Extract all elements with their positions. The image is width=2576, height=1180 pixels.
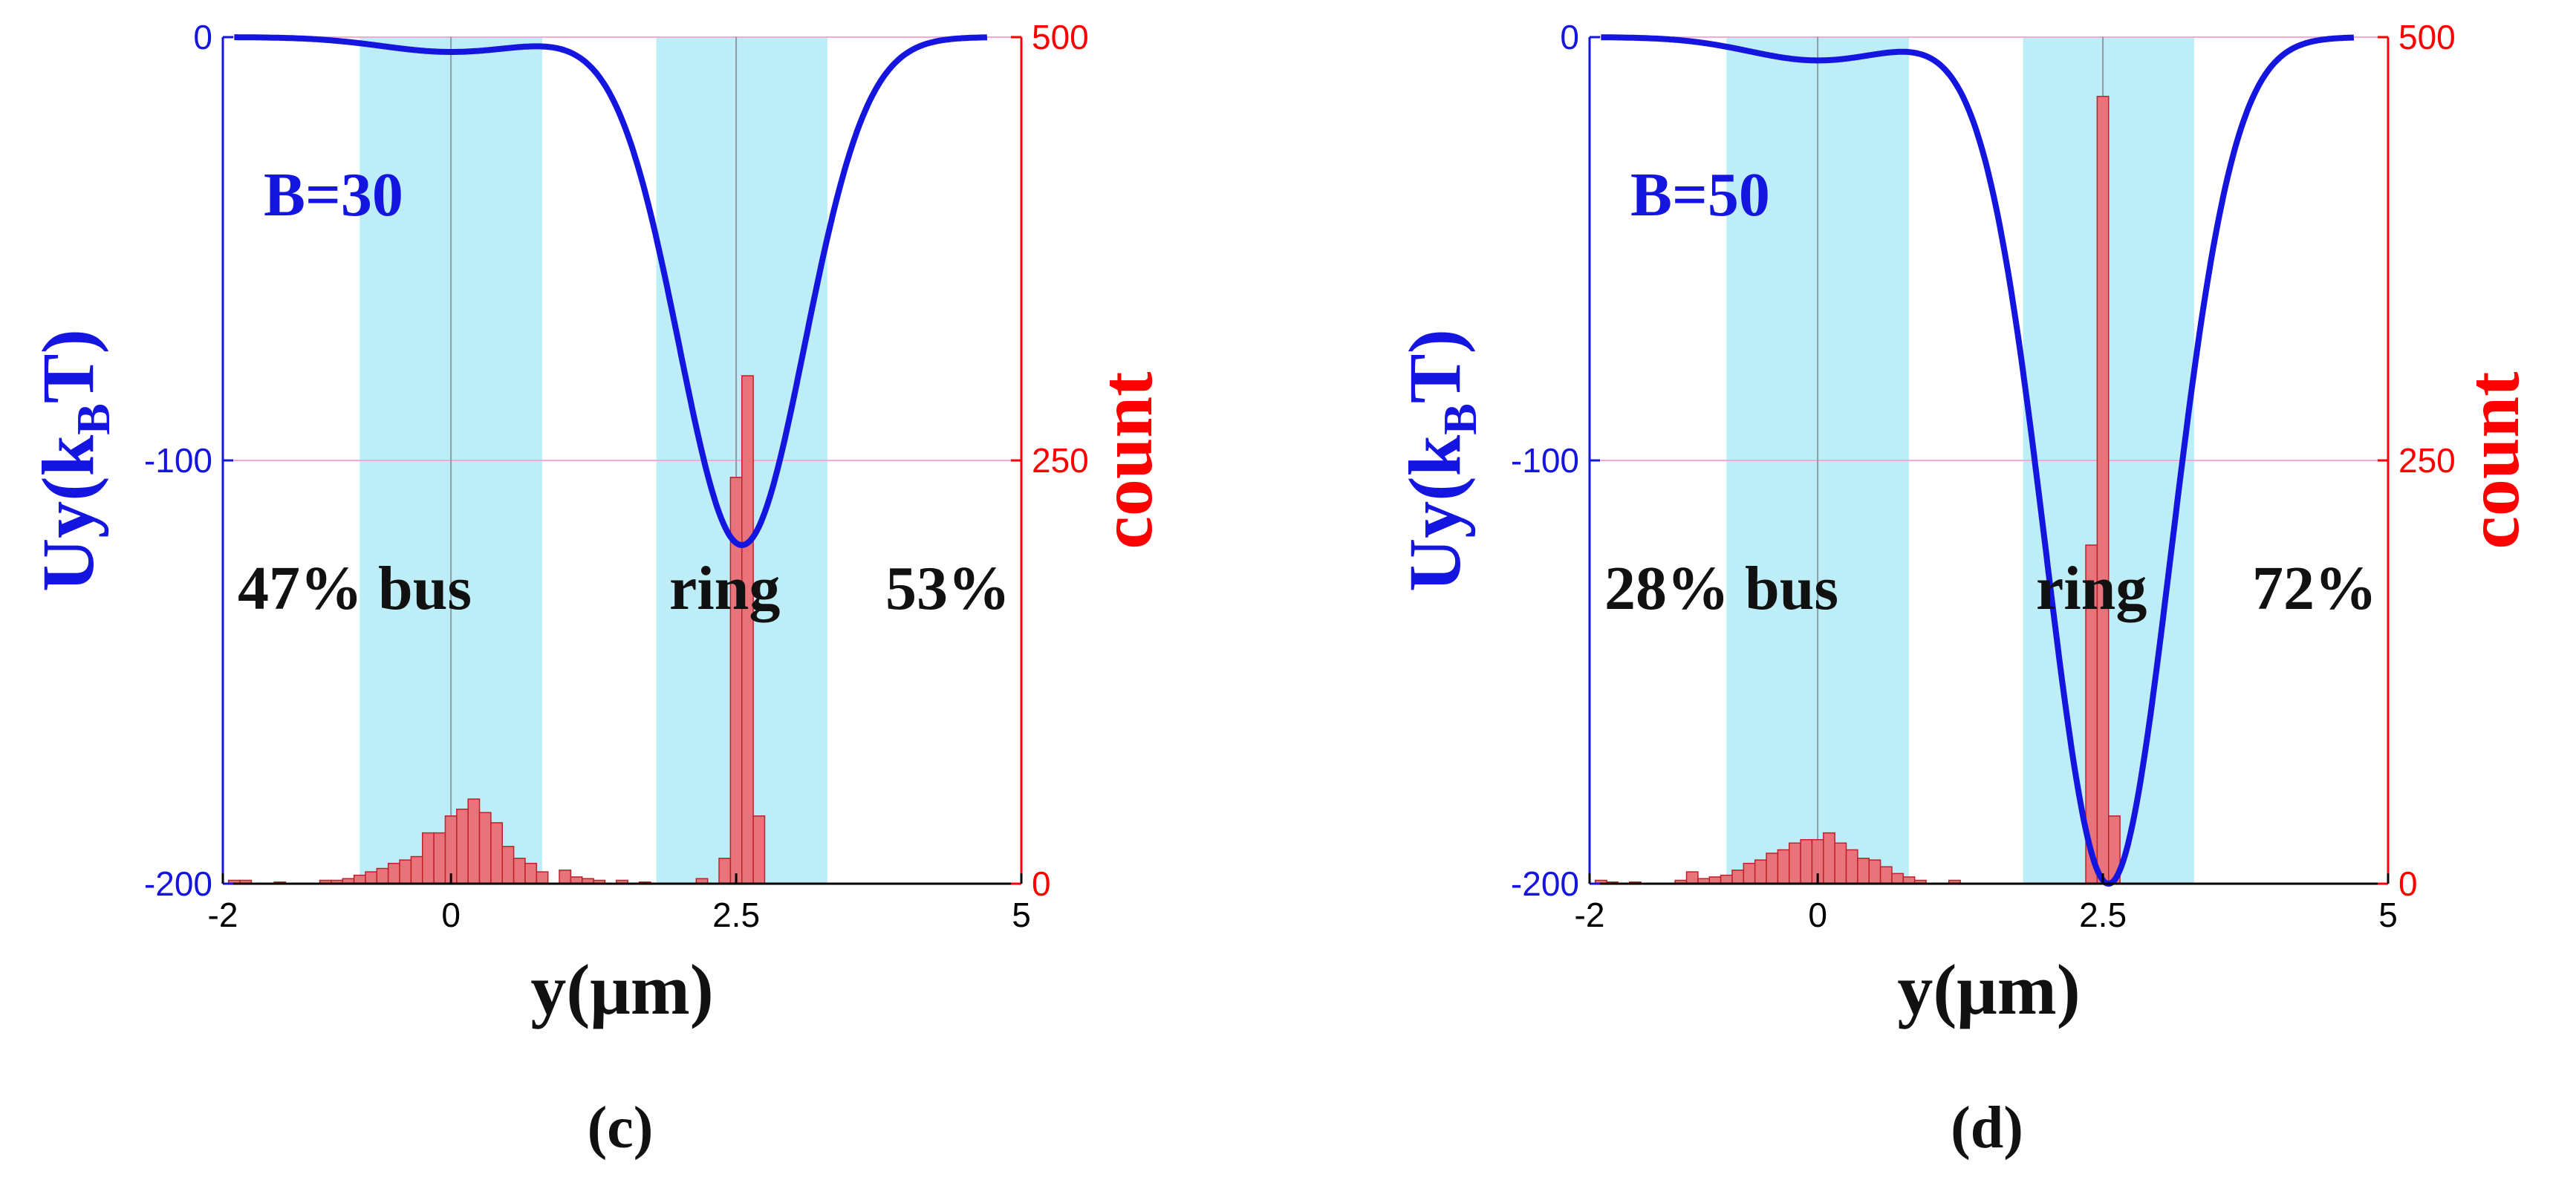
ring-label-text: ring — [669, 554, 780, 623]
ring-percentage-text: 72% — [2252, 554, 2377, 623]
x-tick-label: 5 — [2378, 896, 2398, 934]
histogram-bar — [365, 871, 378, 884]
y-left-label-end: T) — [27, 329, 109, 403]
histogram-bar — [1868, 859, 1881, 884]
histogram-bar — [1685, 871, 1699, 884]
histogram-bar — [1789, 842, 1801, 884]
bus-percentage-text: 28% bus — [1604, 554, 1838, 623]
histogram-bar — [718, 858, 732, 884]
x-tick-label: 0 — [441, 896, 461, 934]
histogram-bar — [422, 832, 435, 884]
histogram-bar — [490, 822, 504, 884]
histogram-bar — [1731, 870, 1745, 884]
histogram-bar — [433, 832, 446, 884]
histogram-bar — [353, 874, 366, 884]
histogram-bar — [501, 846, 515, 884]
y-right-tick-label: 250 — [1032, 441, 1089, 480]
histogram-bar — [1834, 842, 1847, 884]
histogram-bar — [513, 858, 526, 884]
y-left-tick-label: -200 — [144, 864, 212, 903]
x-tick-label: 0 — [1808, 896, 1827, 934]
potential-curve — [232, 34, 989, 548]
histogram-bar — [376, 867, 389, 884]
y-left-axis-label: Uy(kBT) — [27, 329, 120, 592]
histogram-bar — [1754, 859, 1767, 884]
x-tick-label: 2.5 — [712, 896, 760, 934]
histogram-bar — [1845, 849, 1858, 884]
histogram-bar — [1891, 873, 1905, 884]
y-left-label-sub: B — [1434, 403, 1486, 435]
panel-label: (c) — [588, 1095, 654, 1161]
histogram-bar — [1766, 853, 1779, 884]
y-left-axis-label: Uy(kBT) — [1393, 329, 1486, 592]
y-right-tick-label: 0 — [2398, 864, 2418, 903]
y-left-label-main: Uy(k — [1393, 434, 1476, 592]
bus-percentage-text: 47% bus — [238, 554, 472, 623]
ring-label-text: ring — [2036, 554, 2147, 623]
y-right-tick-label: 250 — [2398, 441, 2456, 480]
histogram-bar — [456, 808, 469, 884]
y-left-label-end: T) — [1393, 329, 1476, 403]
y-right-tick-label: 500 — [2398, 18, 2456, 56]
y-left-label-main: Uy(k — [27, 434, 109, 592]
y-left-label-sub: B — [67, 403, 120, 435]
histogram-bar — [410, 855, 423, 884]
histogram-bar — [1823, 832, 1835, 884]
histogram-bar — [741, 375, 754, 884]
histogram-bar — [1879, 866, 1893, 884]
histogram-bar — [2096, 96, 2110, 884]
histogram-bar — [1800, 838, 1813, 884]
panel-c: 0 -100 -200 500 250 0 -2 0 2.5 5 y(μm) Uy(kBT) count… — [27, 18, 1168, 1161]
histogram-bar — [524, 862, 538, 884]
panel-label: (d) — [1951, 1095, 2023, 1161]
x-tick-label: -2 — [208, 896, 238, 934]
y-right-axis-label: count — [1085, 372, 1168, 550]
y-left-tick-label: -200 — [1511, 864, 1579, 903]
histogram-bar — [536, 871, 549, 884]
y-right-tick-label: 0 — [1032, 864, 1051, 903]
x-tick-label: -2 — [1575, 896, 1605, 934]
histogram-bar — [478, 812, 492, 884]
parameter-annotation: B=30 — [264, 160, 403, 229]
x-tick-label: 5 — [1012, 896, 1031, 934]
y-left-tick-label: -100 — [1511, 441, 1579, 480]
y-right-axis-label: count — [2452, 372, 2534, 550]
panel-d: 0 -100 -200 500 250 0 -2 0 2.5 5 y(μm) Uy(kBT) count… — [1393, 18, 2534, 1161]
histogram-bar — [752, 815, 766, 884]
x-tick-label: 2.5 — [2079, 896, 2127, 934]
y-left-tick-label: -100 — [144, 441, 212, 480]
y-left-tick-label: 0 — [193, 18, 212, 56]
histogram-bar — [1720, 874, 1733, 884]
y-right-tick-label: 500 — [1032, 18, 1089, 56]
histogram-bar — [1777, 849, 1790, 884]
ring-percentage-text: 53% — [885, 554, 1010, 623]
histogram-bar — [467, 798, 481, 884]
histogram-bar — [387, 862, 400, 884]
histogram-bar — [399, 859, 412, 884]
parameter-annotation: B=50 — [1630, 160, 1770, 229]
potential-curve — [1599, 34, 2356, 887]
histogram-bar — [559, 870, 572, 884]
y-left-tick-label: 0 — [1560, 18, 1579, 56]
histogram-bar — [1743, 862, 1756, 884]
x-axis-label: y(μm) — [1897, 950, 2080, 1029]
histogram-bar — [1857, 858, 1870, 884]
x-axis-label: y(μm) — [530, 950, 713, 1029]
